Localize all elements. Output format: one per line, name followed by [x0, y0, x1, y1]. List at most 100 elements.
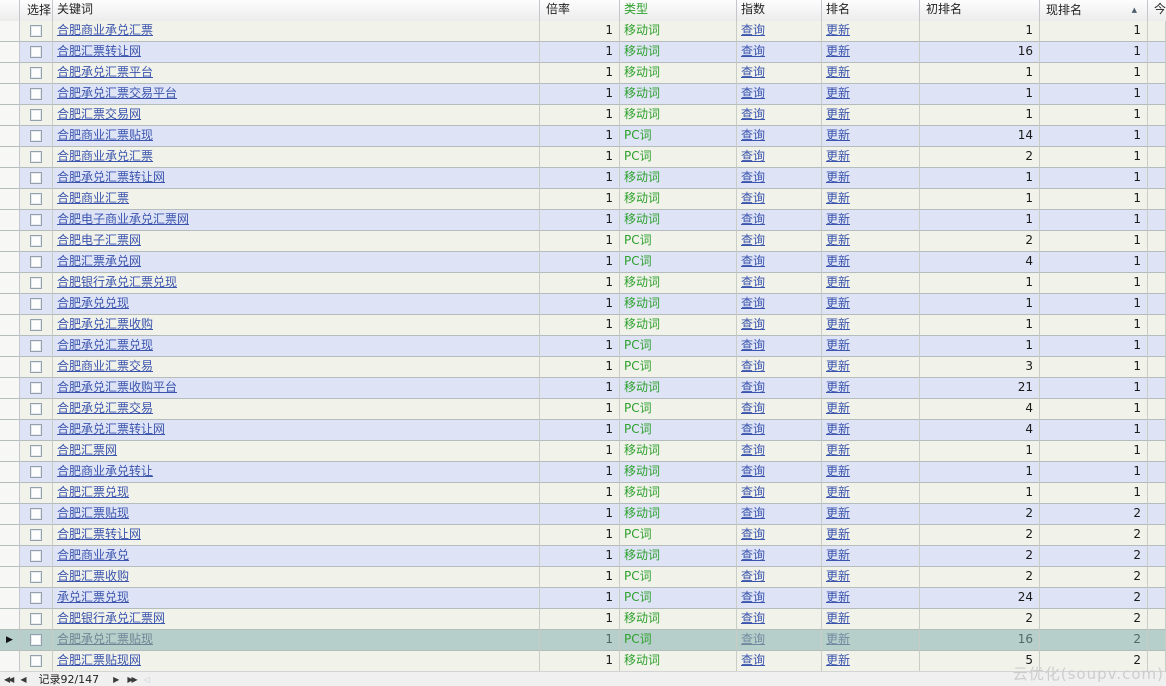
- row-checkbox[interactable]: [30, 634, 42, 646]
- index-query-link[interactable]: 查询: [741, 653, 766, 667]
- index-query-link[interactable]: 查询: [741, 443, 766, 457]
- keyword-link[interactable]: 合肥汇票交易网: [57, 107, 142, 121]
- index-query-link[interactable]: 查询: [741, 590, 766, 604]
- row-checkbox[interactable]: [30, 235, 42, 247]
- keyword-link[interactable]: 合肥汇票网: [57, 443, 118, 457]
- row-checkbox[interactable]: [30, 88, 42, 100]
- keyword-link[interactable]: 合肥承兑汇票平台: [57, 65, 154, 79]
- row-checkbox[interactable]: [30, 172, 42, 184]
- row-checkbox[interactable]: [30, 487, 42, 499]
- keyword-link[interactable]: 合肥商业汇票: [57, 191, 130, 205]
- header-rank[interactable]: 排名: [822, 0, 920, 21]
- row-checkbox[interactable]: [30, 319, 42, 331]
- keyword-link[interactable]: 合肥承兑汇票交易平台: [57, 86, 178, 100]
- index-query-link[interactable]: 查询: [741, 485, 766, 499]
- keyword-link[interactable]: 合肥汇票兑现: [57, 485, 130, 499]
- keyword-link[interactable]: 合肥承兑汇票收购平台: [57, 380, 178, 394]
- header-today-rank[interactable]: 今: [1148, 0, 1166, 21]
- keyword-link[interactable]: 合肥汇票收购: [57, 569, 130, 583]
- index-query-link[interactable]: 查询: [741, 464, 766, 478]
- header-keyword[interactable]: 关键词: [53, 0, 540, 21]
- index-query-link[interactable]: 查询: [741, 23, 766, 37]
- row-checkbox[interactable]: [30, 340, 42, 352]
- rank-update-link[interactable]: 更新: [826, 149, 851, 163]
- index-query-link[interactable]: 查询: [741, 44, 766, 58]
- row-checkbox[interactable]: [30, 466, 42, 478]
- rank-update-link[interactable]: 更新: [826, 65, 851, 79]
- row-checkbox[interactable]: [30, 193, 42, 205]
- keyword-link[interactable]: 合肥电子商业承兑汇票网: [57, 212, 190, 226]
- row-checkbox[interactable]: [30, 592, 42, 604]
- index-query-link[interactable]: 查询: [741, 212, 766, 226]
- rank-update-link[interactable]: 更新: [826, 359, 851, 373]
- rank-update-link[interactable]: 更新: [826, 296, 851, 310]
- rank-update-link[interactable]: 更新: [826, 380, 851, 394]
- rank-update-link[interactable]: 更新: [826, 527, 851, 541]
- keyword-link[interactable]: 合肥承兑兑现: [57, 296, 130, 310]
- index-query-link[interactable]: 查询: [741, 548, 766, 562]
- index-query-link[interactable]: 查询: [741, 506, 766, 520]
- row-checkbox[interactable]: [30, 424, 42, 436]
- header-init-rank[interactable]: 初排名: [920, 0, 1040, 21]
- keyword-link[interactable]: 合肥承兑汇票转让网: [57, 170, 166, 184]
- row-checkbox[interactable]: [30, 445, 42, 457]
- index-query-link[interactable]: 查询: [741, 296, 766, 310]
- row-checkbox[interactable]: [30, 277, 42, 289]
- rank-update-link[interactable]: 更新: [826, 632, 851, 646]
- index-query-link[interactable]: 查询: [741, 569, 766, 583]
- previous-record-button[interactable]: ◀: [20, 674, 27, 684]
- row-checkbox[interactable]: [30, 25, 42, 37]
- row-checkbox[interactable]: [30, 130, 42, 142]
- index-query-link[interactable]: 查询: [741, 191, 766, 205]
- row-checkbox[interactable]: [30, 109, 42, 121]
- keyword-link[interactable]: 合肥汇票贴现网: [57, 653, 142, 667]
- rank-update-link[interactable]: 更新: [826, 128, 851, 142]
- keyword-link[interactable]: 合肥承兑汇票转让网: [57, 422, 166, 436]
- rank-update-link[interactable]: 更新: [826, 548, 851, 562]
- keyword-link[interactable]: 合肥电子汇票网: [57, 233, 142, 247]
- index-query-link[interactable]: 查询: [741, 107, 766, 121]
- next-record-button[interactable]: ▶: [113, 674, 120, 684]
- row-checkbox[interactable]: [30, 655, 42, 667]
- keyword-link[interactable]: 合肥汇票承兑网: [57, 254, 142, 268]
- rank-update-link[interactable]: 更新: [826, 86, 851, 100]
- header-index[interactable]: 指数: [737, 0, 822, 21]
- header-rate[interactable]: 倍率: [540, 0, 620, 21]
- rank-update-link[interactable]: 更新: [826, 506, 851, 520]
- index-query-link[interactable]: 查询: [741, 275, 766, 289]
- header-select[interactable]: 选择: [20, 0, 53, 21]
- row-checkbox[interactable]: [30, 382, 42, 394]
- rank-update-link[interactable]: 更新: [826, 464, 851, 478]
- last-record-button[interactable]: ▶▶: [127, 674, 137, 684]
- row-checkbox[interactable]: [30, 214, 42, 226]
- rank-update-link[interactable]: 更新: [826, 233, 851, 247]
- keyword-link[interactable]: 承兑汇票兑现: [57, 590, 130, 604]
- keyword-link[interactable]: 合肥承兑汇票收购: [57, 317, 154, 331]
- keyword-link[interactable]: 合肥商业汇票交易: [57, 359, 154, 373]
- index-query-link[interactable]: 查询: [741, 359, 766, 373]
- rank-update-link[interactable]: 更新: [826, 338, 851, 352]
- keyword-link[interactable]: 合肥商业承兑: [57, 548, 130, 562]
- rank-update-link[interactable]: 更新: [826, 317, 851, 331]
- rank-update-link[interactable]: 更新: [826, 191, 851, 205]
- row-checkbox[interactable]: [30, 508, 42, 520]
- rank-update-link[interactable]: 更新: [826, 422, 851, 436]
- row-checkbox[interactable]: [30, 403, 42, 415]
- index-query-link[interactable]: 查询: [741, 380, 766, 394]
- rank-update-link[interactable]: 更新: [826, 254, 851, 268]
- row-checkbox[interactable]: [30, 571, 42, 583]
- rank-update-link[interactable]: 更新: [826, 485, 851, 499]
- index-query-link[interactable]: 查询: [741, 317, 766, 331]
- keyword-link[interactable]: 合肥汇票转让网: [57, 527, 142, 541]
- rank-update-link[interactable]: 更新: [826, 611, 851, 625]
- index-query-link[interactable]: 查询: [741, 170, 766, 184]
- row-checkbox[interactable]: [30, 46, 42, 58]
- header-type[interactable]: 类型: [620, 0, 737, 21]
- rank-update-link[interactable]: 更新: [826, 107, 851, 121]
- index-query-link[interactable]: 查询: [741, 149, 766, 163]
- header-cur-rank[interactable]: 现排名 ▲: [1040, 0, 1148, 21]
- keyword-link[interactable]: 合肥商业承兑汇票: [57, 23, 154, 37]
- index-query-link[interactable]: 查询: [741, 233, 766, 247]
- rank-update-link[interactable]: 更新: [826, 170, 851, 184]
- keyword-link[interactable]: 合肥银行承兑汇票网: [57, 611, 166, 625]
